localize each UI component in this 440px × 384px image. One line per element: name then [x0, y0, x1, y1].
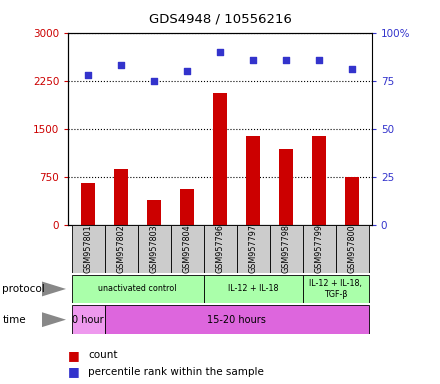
Text: GSM957797: GSM957797 [249, 224, 257, 273]
Bar [71, 275, 203, 303]
Bar [137, 225, 170, 273]
Bar [105, 225, 137, 273]
Bar [303, 225, 336, 273]
Bar [312, 136, 326, 225]
Bar [213, 93, 227, 225]
Point [150, 78, 158, 84]
Point [348, 66, 356, 72]
Bar [71, 305, 105, 334]
Point [216, 49, 224, 55]
Text: IL-12 + IL-18,
TGF-β: IL-12 + IL-18, TGF-β [309, 279, 362, 299]
Bar [105, 305, 369, 334]
Polygon shape [42, 281, 66, 296]
Point [282, 56, 290, 63]
Bar [71, 225, 105, 273]
Point [249, 56, 257, 63]
Text: GSM957802: GSM957802 [117, 224, 125, 273]
Text: GSM957799: GSM957799 [315, 224, 323, 273]
Bar [237, 225, 269, 273]
Bar [203, 225, 237, 273]
Bar [303, 275, 369, 303]
Bar [180, 189, 194, 225]
Text: GSM957798: GSM957798 [282, 224, 290, 273]
Text: count: count [88, 350, 117, 360]
Text: ■: ■ [68, 365, 80, 378]
Point [315, 56, 323, 63]
Text: 0 hour: 0 hour [72, 314, 104, 325]
Point [183, 68, 191, 74]
Point [84, 72, 92, 78]
Bar [246, 136, 260, 225]
Text: IL-12 + IL-18: IL-12 + IL-18 [228, 285, 278, 293]
Text: time: time [2, 314, 26, 325]
Text: GDS4948 / 10556216: GDS4948 / 10556216 [149, 12, 291, 25]
Polygon shape [42, 312, 66, 327]
Text: unactivated control: unactivated control [98, 285, 177, 293]
Bar [345, 177, 359, 225]
Text: GSM957800: GSM957800 [348, 224, 356, 273]
Bar [269, 225, 303, 273]
Text: GSM957801: GSM957801 [84, 224, 92, 273]
Text: 15-20 hours: 15-20 hours [207, 314, 266, 325]
Bar [336, 225, 369, 273]
Bar [170, 225, 203, 273]
Bar [147, 200, 161, 225]
Text: ■: ■ [68, 349, 80, 362]
Text: GSM957796: GSM957796 [216, 224, 224, 273]
Bar [203, 275, 303, 303]
Text: GSM957804: GSM957804 [183, 224, 191, 273]
Bar [114, 169, 128, 225]
Bar [81, 183, 95, 225]
Text: protocol: protocol [2, 284, 45, 294]
Text: GSM957803: GSM957803 [150, 224, 158, 273]
Point [117, 62, 125, 68]
Text: percentile rank within the sample: percentile rank within the sample [88, 367, 264, 377]
Bar [279, 149, 293, 225]
